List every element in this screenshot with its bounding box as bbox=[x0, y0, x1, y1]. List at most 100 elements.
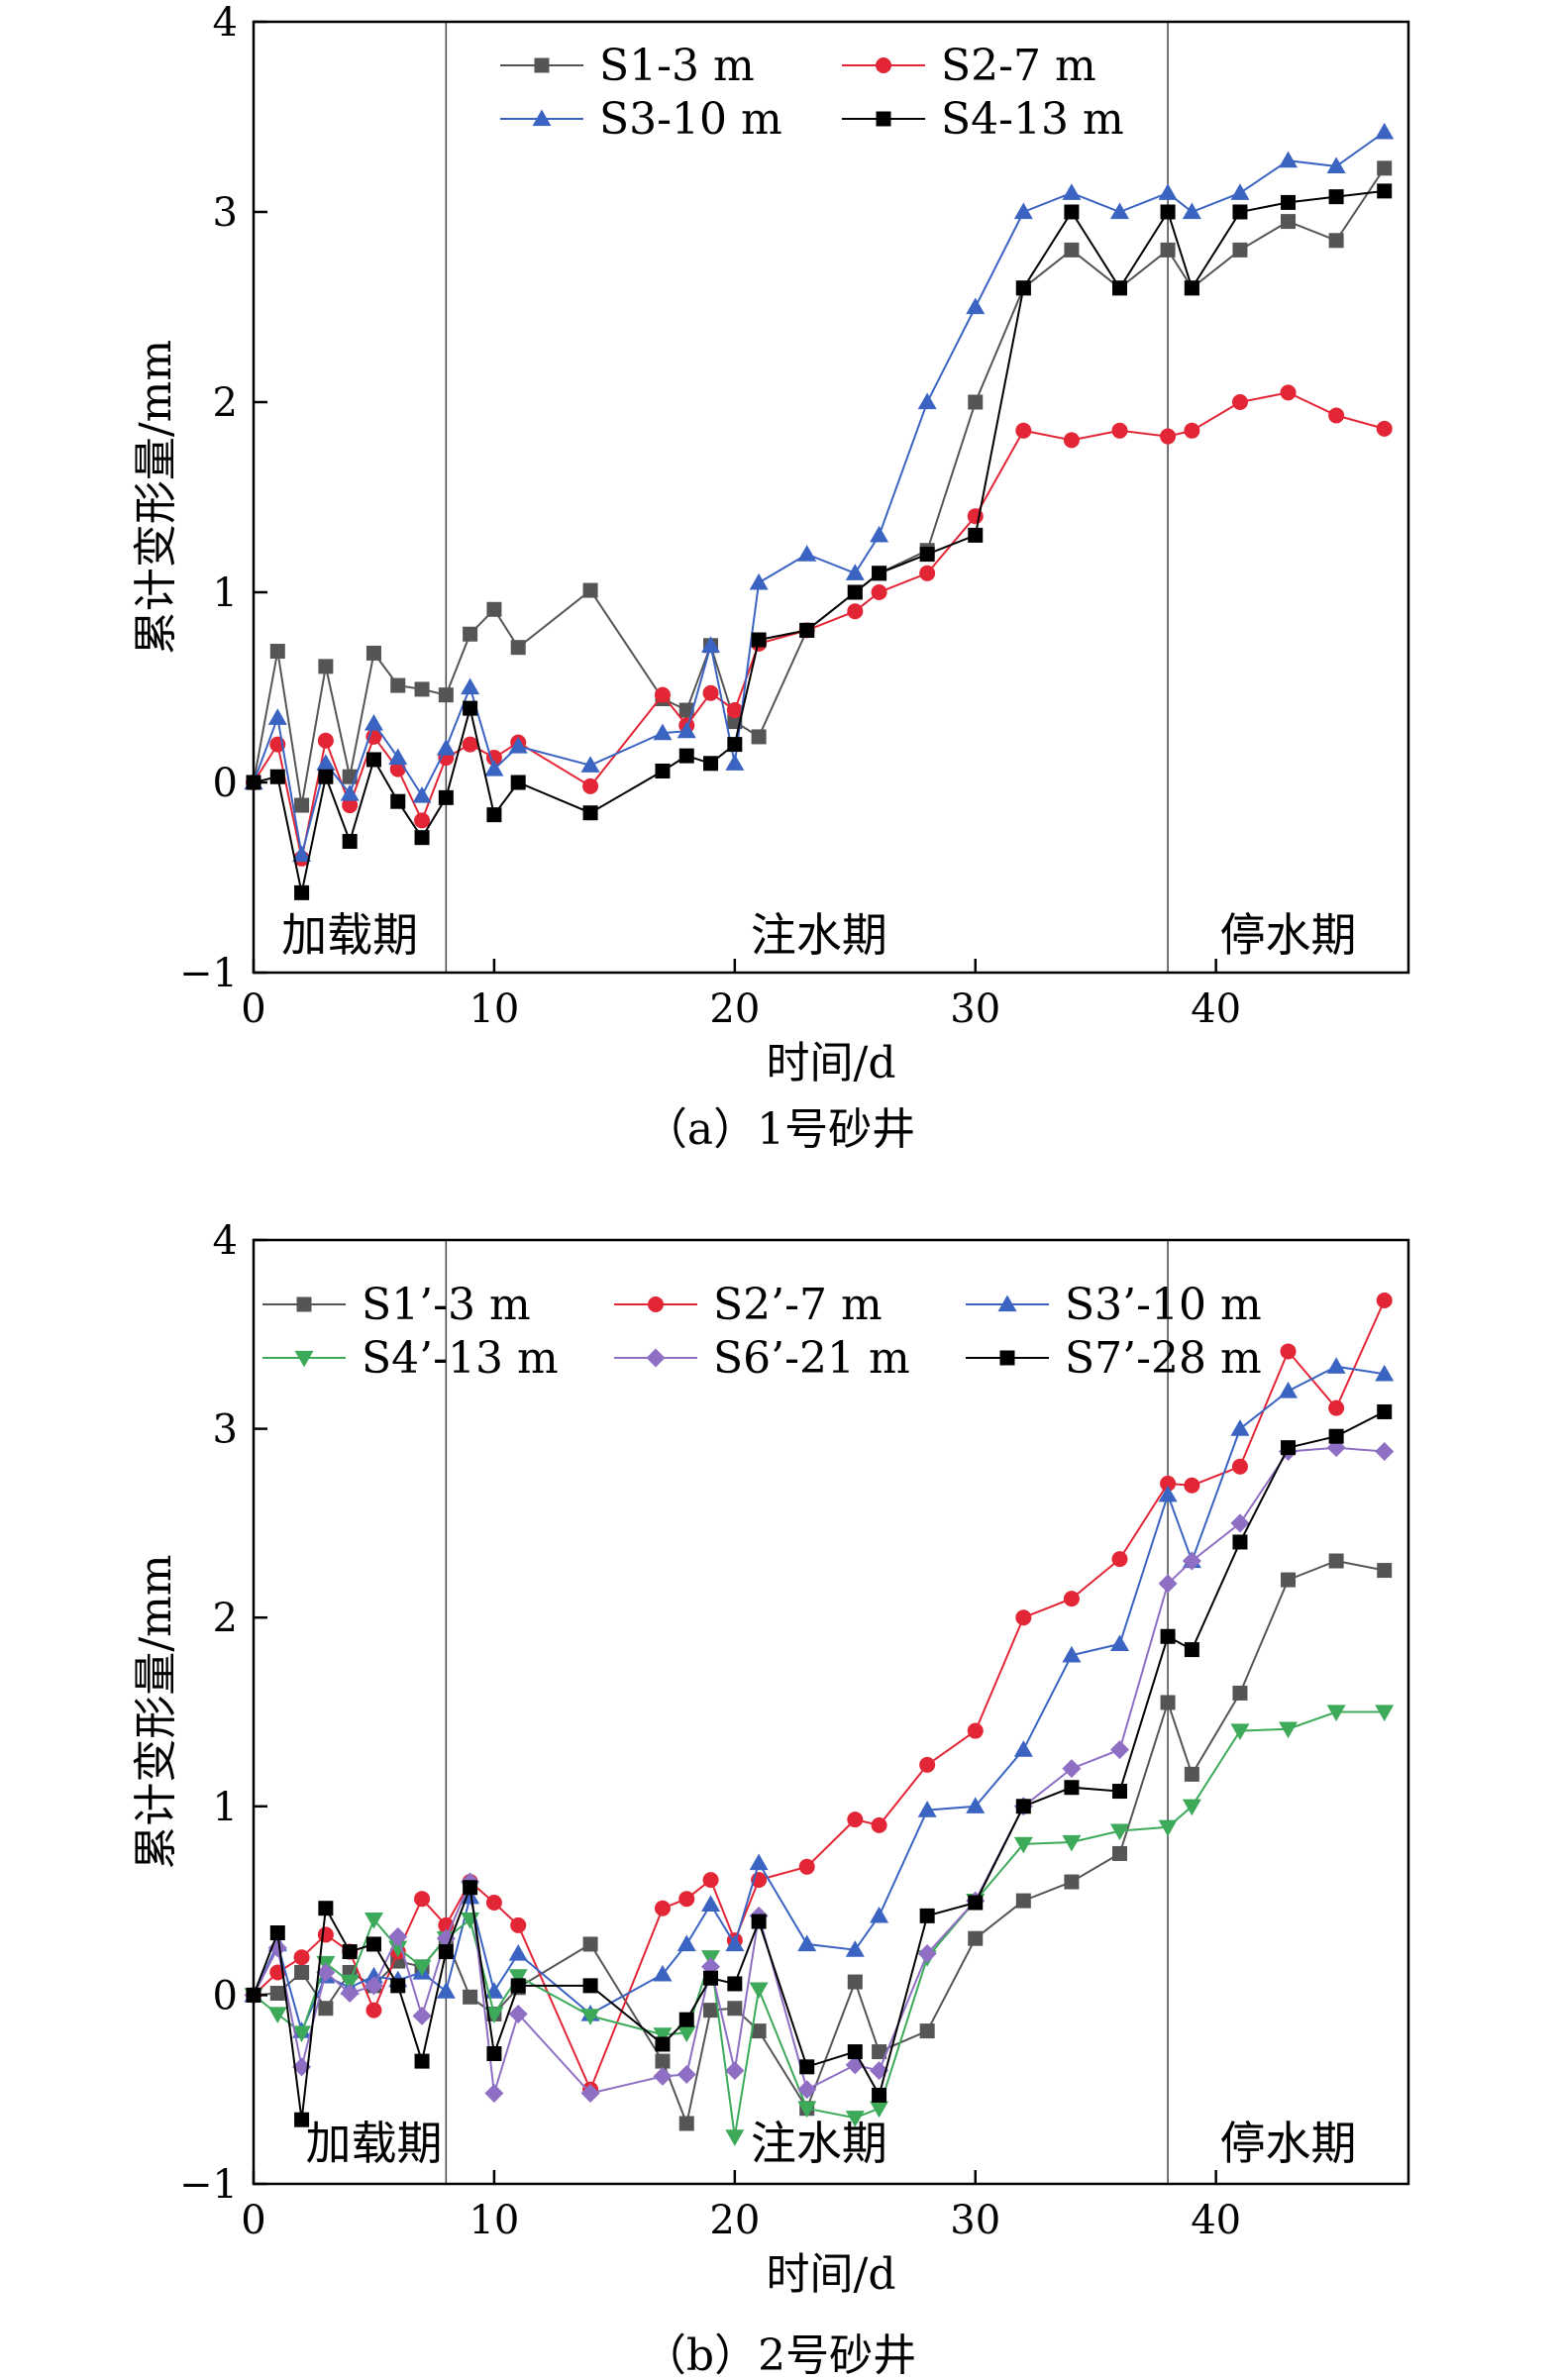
chart-a-y-tick-label: −1 bbox=[179, 951, 238, 996]
chart-a-series-s3-10-m-line bbox=[253, 131, 1386, 856]
chart-a-series-s3-10-m-point bbox=[1230, 183, 1250, 200]
chart-b-series-s1-3-m-point bbox=[1015, 1893, 1031, 1909]
chart-b-series-s6-21-m-point bbox=[388, 1926, 408, 1946]
chart-b-series-s3-10-m-point bbox=[1230, 1419, 1250, 1436]
chart-b-series-s1-3-m-line bbox=[253, 1559, 1385, 2127]
chart-b-series-s3-10-m-point bbox=[701, 1895, 721, 1913]
chart-b-series-s7-28-m-point bbox=[365, 1936, 381, 1952]
chart-a-series-s4-13-m-point bbox=[365, 752, 381, 768]
chart-a-series-s3-10-m-point bbox=[340, 784, 360, 801]
chart-b-series-s3-10-m-point bbox=[508, 1943, 528, 1961]
chart-a-x-tick-label: 20 bbox=[709, 986, 760, 1032]
chart-a-series-s4-13-m-point bbox=[486, 807, 502, 823]
chart-b-series-s7-28-m-point bbox=[1377, 1403, 1393, 1419]
chart-b-series-s7-28-m-point bbox=[390, 1978, 406, 1994]
chart-a-series-s3-10-m-point bbox=[388, 748, 408, 766]
chart-a-caption: （a）1号砂井 bbox=[644, 1104, 915, 1155]
chart-b-series-s2-7-m-point bbox=[1328, 1399, 1345, 1416]
chart-b-series-s4-13-m-point bbox=[1110, 1823, 1129, 1841]
chart-b-series-s4-13-m-point bbox=[1279, 1721, 1299, 1739]
chart-a-series-s1-3-m-point bbox=[582, 582, 598, 598]
chart-b-series-s4-13-m-point bbox=[1230, 1723, 1250, 1741]
chart-b-series-s3-10-m-point bbox=[1158, 1485, 1178, 1502]
chart-b-series-s4-13-m-point bbox=[870, 2101, 889, 2119]
chart-a-series-s1-3-m-point bbox=[318, 659, 334, 674]
chart-a-series-s2-7-m-point bbox=[1376, 420, 1393, 437]
chart-b-x-tick-label: 10 bbox=[468, 2198, 519, 2243]
chart-b-x-tick-label: 40 bbox=[1191, 2198, 1241, 2243]
chart-a-series-s4-13-m-point bbox=[872, 566, 887, 581]
chart-b-series-s6-21-m-point bbox=[676, 2064, 696, 2084]
chart-a-series-s3-10-m-point bbox=[364, 713, 383, 731]
chart-a-series-s3-10-m-point bbox=[267, 708, 287, 725]
chart-b-y-tick-label: 0 bbox=[213, 1973, 238, 2018]
chart-b-y-tick-label: 3 bbox=[213, 1407, 238, 1453]
chart-a-series-s1-3-m-point bbox=[269, 644, 285, 660]
chart-b-x-tick-label: 0 bbox=[241, 2198, 265, 2243]
chart-b-series-s7-28-m-point bbox=[414, 2053, 430, 2069]
chart-a-series-s4-13-m-point bbox=[1328, 189, 1344, 205]
chart-b-series-s6-21-m-point bbox=[1110, 1740, 1129, 1760]
chart-b-series-s3-10-m-point bbox=[436, 1982, 456, 1999]
chart-a-legend-s2-7-m-label: S2-7 m bbox=[941, 41, 1096, 91]
chart-b-series-s2-7-m-point bbox=[847, 1811, 864, 1828]
chart-b-legend-s2-7-m-label: S2’-7 m bbox=[713, 1280, 883, 1330]
chart-b-series-s4-13-m-point bbox=[292, 2025, 312, 2043]
chart-b-series-s6-21-m-point bbox=[484, 2084, 504, 2104]
chart-a-series-s1-3-m-point bbox=[1281, 214, 1297, 230]
chart-b-series-s3-10-m-point bbox=[749, 1853, 769, 1871]
chart-b-series-s1-3-m-point bbox=[678, 2116, 694, 2131]
chart-a-series-s2-7-m-point bbox=[317, 732, 334, 749]
chart-b-series-s7-28-m-point bbox=[703, 1970, 719, 1986]
chart-a-phase-label: 注水期 bbox=[751, 908, 887, 962]
chart-a-series-s3-10-m-point bbox=[1375, 122, 1395, 140]
chart-a-series-s2-7-m-point bbox=[1184, 422, 1200, 439]
chart-b-series-s7-28-m-point bbox=[1232, 1534, 1248, 1550]
chart-b-series-s1-3-m-point bbox=[463, 1989, 478, 2005]
chart-b-series-s4-13-m-point bbox=[1326, 1705, 1346, 1721]
chart-b-series-s6-21-m-point bbox=[1230, 1513, 1250, 1533]
chart-b-series-s4-13-m-point bbox=[845, 2111, 865, 2127]
chart-b-series-s7-28-m-point bbox=[269, 1925, 285, 1941]
chart-a-series-s1-3-m-line bbox=[253, 167, 1386, 806]
chart-b-series-s6-21-m-point bbox=[1182, 1551, 1201, 1571]
chart-b-series-s6-21-m-point bbox=[508, 2004, 528, 2023]
chart-a-series-s3-10-m-point bbox=[676, 721, 696, 739]
chart-a-series-s3-10-m-point bbox=[1013, 202, 1033, 220]
chart-b-series-s2-7-m-point bbox=[293, 1949, 310, 1966]
chart-a-legend-s1-3-m-marker bbox=[534, 57, 550, 73]
chart-b-legend-s6-21-m-marker bbox=[646, 1348, 666, 1368]
chart-a-series-s3-10-m-point bbox=[701, 636, 721, 653]
chart-b-series-s4-13-m-point bbox=[1062, 1834, 1082, 1852]
chart-b-series-s7-28-m-point bbox=[1184, 1642, 1199, 1658]
chart-b-series-s3-10-m-point bbox=[917, 1801, 937, 1817]
chart-b-series-s1-3-m-point bbox=[847, 1974, 863, 1990]
chart-b-series-s1-3-m-point bbox=[727, 2001, 743, 2017]
chart-b-series-s7-28-m-point bbox=[919, 1908, 935, 1923]
chart-b-series-s7-28-m-point bbox=[486, 2045, 502, 2061]
chart-a-series-s4-13-m-point bbox=[318, 769, 334, 784]
chart-a-legend-s3-10-m-label: S3-10 m bbox=[599, 94, 782, 145]
chart-a-series-s3-10-m-point bbox=[484, 760, 504, 776]
chart-b-series-s1-3-m-point bbox=[751, 2023, 767, 2039]
chart-b-series-s2-7-m-point bbox=[365, 2002, 382, 2018]
chart-a-series-s4-13-m-point bbox=[919, 547, 935, 563]
chart-a-series-s1-3-m-point bbox=[414, 681, 430, 697]
chart-b-series-s4-13-m-point bbox=[484, 2007, 504, 2023]
chart-b-series-s4-13-m-point bbox=[797, 2101, 817, 2119]
chart-a-legend-s4-13-m-marker bbox=[876, 111, 891, 127]
chart-b-series-s4-13-m-point bbox=[1158, 1819, 1178, 1837]
chart-a-series-s1-3-m-point bbox=[968, 394, 984, 410]
chart-a-series-s4-13-m-point bbox=[1064, 204, 1080, 220]
chart-b-series-s7-28-m-point bbox=[463, 1880, 478, 1896]
chart-a-y-tick-label: 2 bbox=[213, 380, 238, 426]
chart-b-phase-label: 注水期 bbox=[751, 2117, 887, 2170]
chart-b-series-s7-28-m-point bbox=[799, 2059, 815, 2075]
chart-a-series-s1-3-m-point bbox=[365, 645, 381, 661]
chart-b-series-s2-7-m-point bbox=[1184, 1477, 1200, 1494]
chart-b-series-s4-13-m-point bbox=[1182, 1799, 1201, 1816]
chart-b-series-s7-28-m-point bbox=[847, 2044, 863, 2060]
chart-a-series-s1-3-m-point bbox=[294, 797, 310, 813]
chart-a-series-s3-10-m-point bbox=[1110, 202, 1129, 220]
